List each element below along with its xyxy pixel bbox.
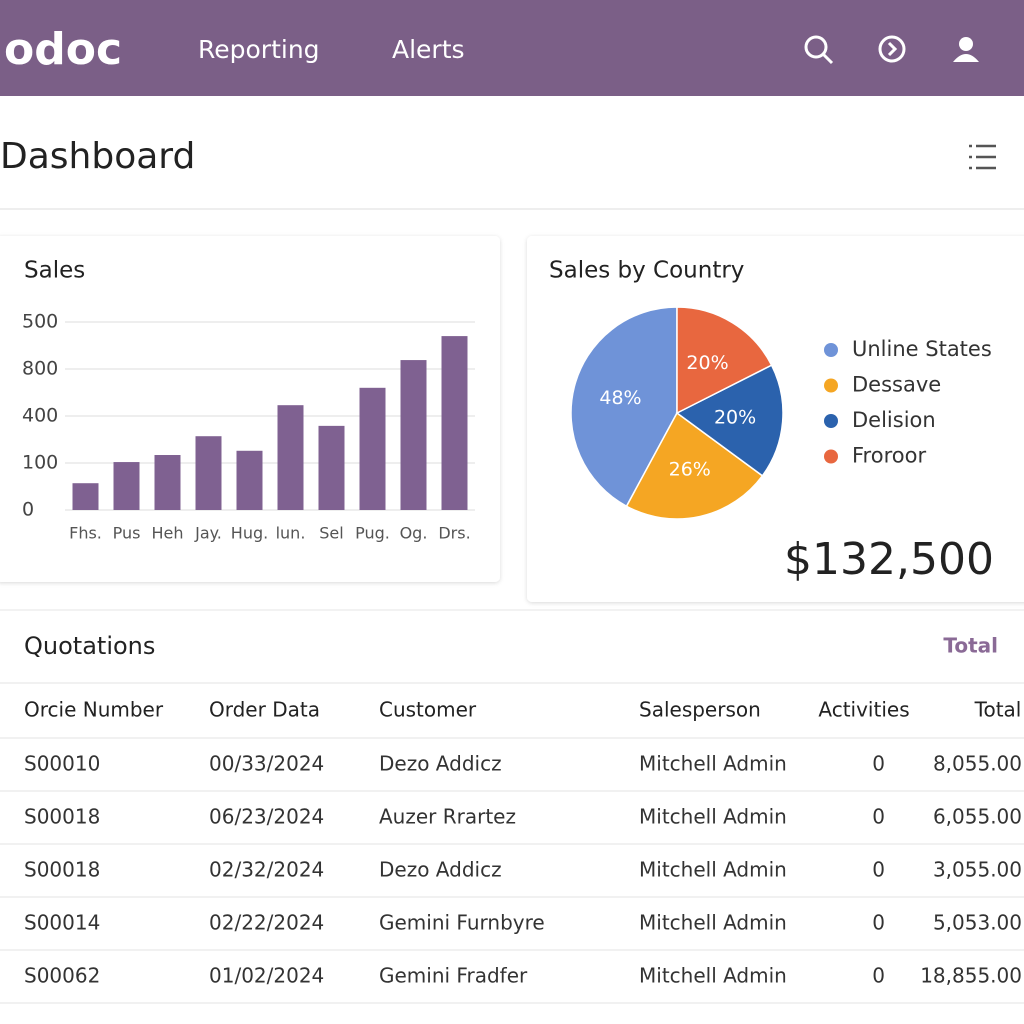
activity-icon[interactable]	[878, 35, 906, 63]
table-cell: Mitchell Admin	[639, 964, 787, 988]
column-header: Orcie Number	[24, 698, 164, 722]
table-cell: Gemini Fradfer	[379, 964, 528, 988]
table-cell: 0	[872, 858, 885, 882]
user-icon[interactable]	[953, 37, 979, 62]
table-cell: 02/22/2024	[209, 911, 324, 935]
section-title: Quotations	[24, 632, 155, 660]
bar	[400, 360, 427, 510]
table-cell: 5,053.00	[933, 911, 1022, 935]
pie-slice	[625, 411, 764, 520]
bar	[359, 387, 386, 510]
table: Orcie Number Order Data Customer Salesperso…	[0, 682, 1024, 1004]
page-title: Dashboard	[0, 136, 195, 177]
slice-label: 48%	[599, 387, 641, 409]
table-cell: 18,855.00	[920, 964, 1022, 988]
table-cell: Mitchell Admin	[639, 911, 787, 935]
legend-swatch	[824, 343, 838, 357]
y-tick-label: 400	[22, 405, 58, 427]
pie-slice	[675, 364, 784, 477]
column-header: Total	[974, 698, 1022, 722]
legend-label: Unline States	[852, 337, 992, 361]
y-tick-label: 500	[22, 311, 58, 333]
table-cell: Dezo Addicz	[379, 858, 502, 882]
x-tick-label: Jay.	[194, 524, 222, 543]
table-cell: S00010	[24, 752, 100, 776]
total-link[interactable]: Total	[943, 634, 998, 658]
card-title: Sales	[24, 258, 85, 284]
table-cell: S00018	[24, 858, 100, 882]
table-cell: 0	[872, 911, 885, 935]
pie-slice	[676, 306, 773, 415]
table-cell: 02/32/2024	[209, 858, 324, 882]
top-bar	[0, 0, 1024, 96]
table-cell: Gemini Furnbyre	[379, 911, 545, 935]
table-cell: S00062	[24, 964, 100, 988]
x-tick-label: Pug.	[355, 524, 390, 543]
card-title: Sales by Country	[549, 258, 744, 284]
x-tick-label: Hug.	[231, 524, 268, 543]
logo[interactable]: odoc	[4, 24, 122, 75]
slice-label: 20%	[714, 406, 756, 428]
column-header: Order Data	[209, 698, 320, 722]
bar	[236, 450, 263, 510]
column-header: Customer	[379, 698, 477, 722]
bar	[195, 436, 222, 510]
bar	[441, 336, 468, 510]
list-icon[interactable]	[969, 144, 996, 170]
bar	[318, 425, 345, 510]
table-cell: Mitchell Admin	[639, 858, 787, 882]
bar	[277, 405, 304, 510]
legend-label: Froroor	[852, 444, 926, 468]
table-cell: S00018	[24, 805, 100, 829]
legend-swatch	[824, 449, 838, 464]
nav-item[interactable]: Alerts	[392, 35, 465, 64]
table-cell: S00014	[24, 911, 100, 935]
table-cell: Mitchell Admin	[639, 752, 787, 776]
charts: 0 100 400 800 500 Fhs. Pus Heh Jay. Hug. lun. Sel Pu…	[22, 306, 992, 543]
x-tick-label: Drs.	[438, 524, 470, 543]
table-cell: 0	[872, 752, 885, 776]
legend-label: Delision	[852, 408, 936, 432]
slice-label: 26%	[669, 458, 711, 480]
nav-item[interactable]: Reporting	[198, 35, 320, 64]
table-cell: Auzer Rrartez	[379, 805, 516, 829]
column-header: Activities	[818, 698, 909, 722]
table-cell: 00/33/2024	[209, 752, 324, 776]
table-cell: Dezo Addicz	[379, 752, 502, 776]
table-cell: 01/02/2024	[209, 964, 324, 988]
table-cell: 06/23/2024	[209, 805, 324, 829]
bar	[72, 483, 99, 510]
x-tick-label: lun.	[276, 524, 306, 543]
legend-swatch	[824, 378, 838, 393]
bar	[113, 462, 140, 510]
search-icon[interactable]	[804, 35, 834, 65]
pie-slice	[570, 306, 678, 508]
x-tick-label: Fhs.	[69, 524, 102, 543]
slice-label: 20%	[686, 352, 728, 374]
total-amount: $132,500	[784, 534, 994, 585]
table-cell: Mitchell Admin	[639, 805, 787, 829]
column-header: Salesperson	[639, 698, 761, 722]
table-cell: 8,055.00	[933, 752, 1022, 776]
bar	[154, 455, 181, 510]
x-tick-label: Og.	[400, 524, 428, 543]
x-tick-label: Sel	[319, 524, 343, 543]
x-tick-label: Heh	[151, 524, 183, 543]
y-tick-label: 800	[22, 358, 58, 380]
legend-swatch	[824, 414, 838, 428]
x-tick-label: Pus	[113, 524, 141, 543]
table-cell: 6,055.00	[933, 805, 1022, 829]
y-tick-label: 100	[22, 452, 58, 474]
table-cell: 3,055.00	[933, 858, 1022, 882]
y-tick-label: 0	[22, 499, 34, 521]
legend-label: Dessave	[852, 373, 941, 397]
table-cell: 0	[872, 964, 885, 988]
table-cell: 0	[872, 805, 885, 829]
